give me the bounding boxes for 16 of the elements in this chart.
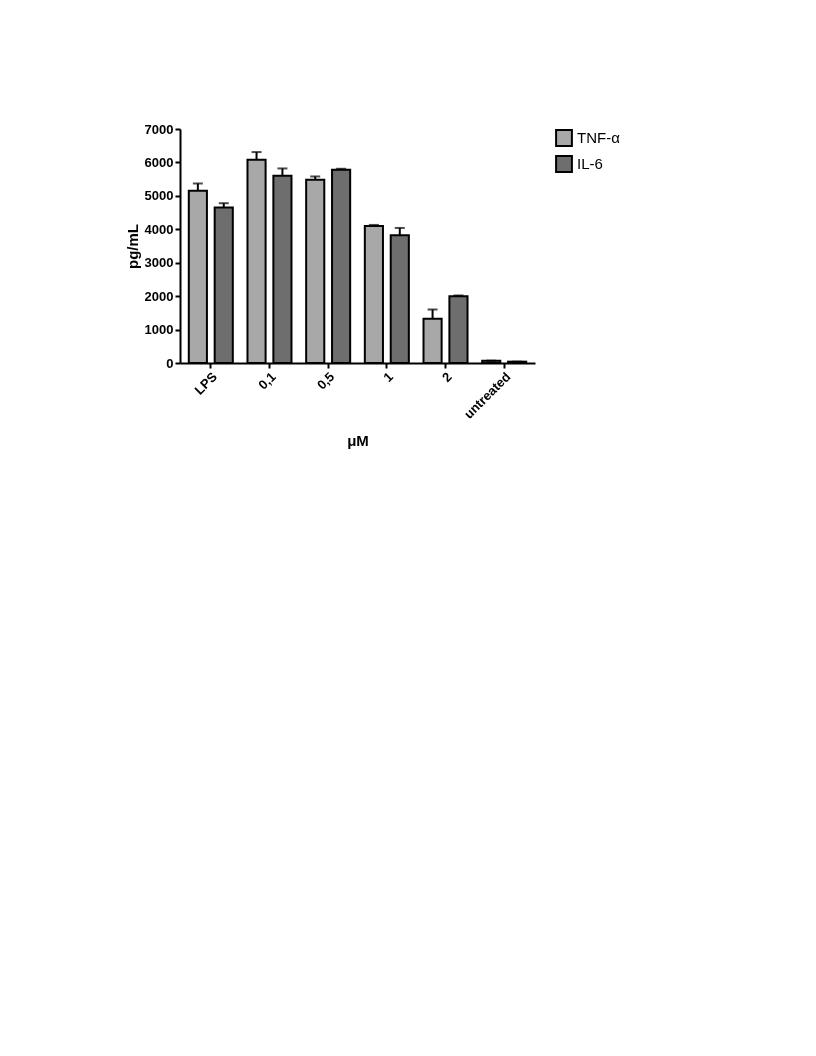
y-tick-label: 4000 xyxy=(144,221,174,237)
y-tick-label: 2000 xyxy=(144,288,174,304)
x-tick-label: 2 xyxy=(438,369,455,385)
y-axis-title: pg/mL xyxy=(123,224,141,269)
x-tick-label: 0,1 xyxy=(255,369,279,393)
y-tick-label: 3000 xyxy=(144,255,174,271)
y-tick-label: 7000 xyxy=(144,121,174,137)
y-tick-label: 6000 xyxy=(144,154,174,170)
legend-label: TNF-α xyxy=(577,129,621,146)
legend-label: IL-6 xyxy=(577,155,603,172)
y-tick-label: 0 xyxy=(166,355,174,371)
x-tick-label: 1 xyxy=(380,369,397,385)
y-tick-label: 1000 xyxy=(144,322,174,338)
y-tick-label: 5000 xyxy=(144,188,174,204)
x-axis-title: μM xyxy=(347,431,369,449)
x-tick-label: 0,5 xyxy=(313,369,338,393)
